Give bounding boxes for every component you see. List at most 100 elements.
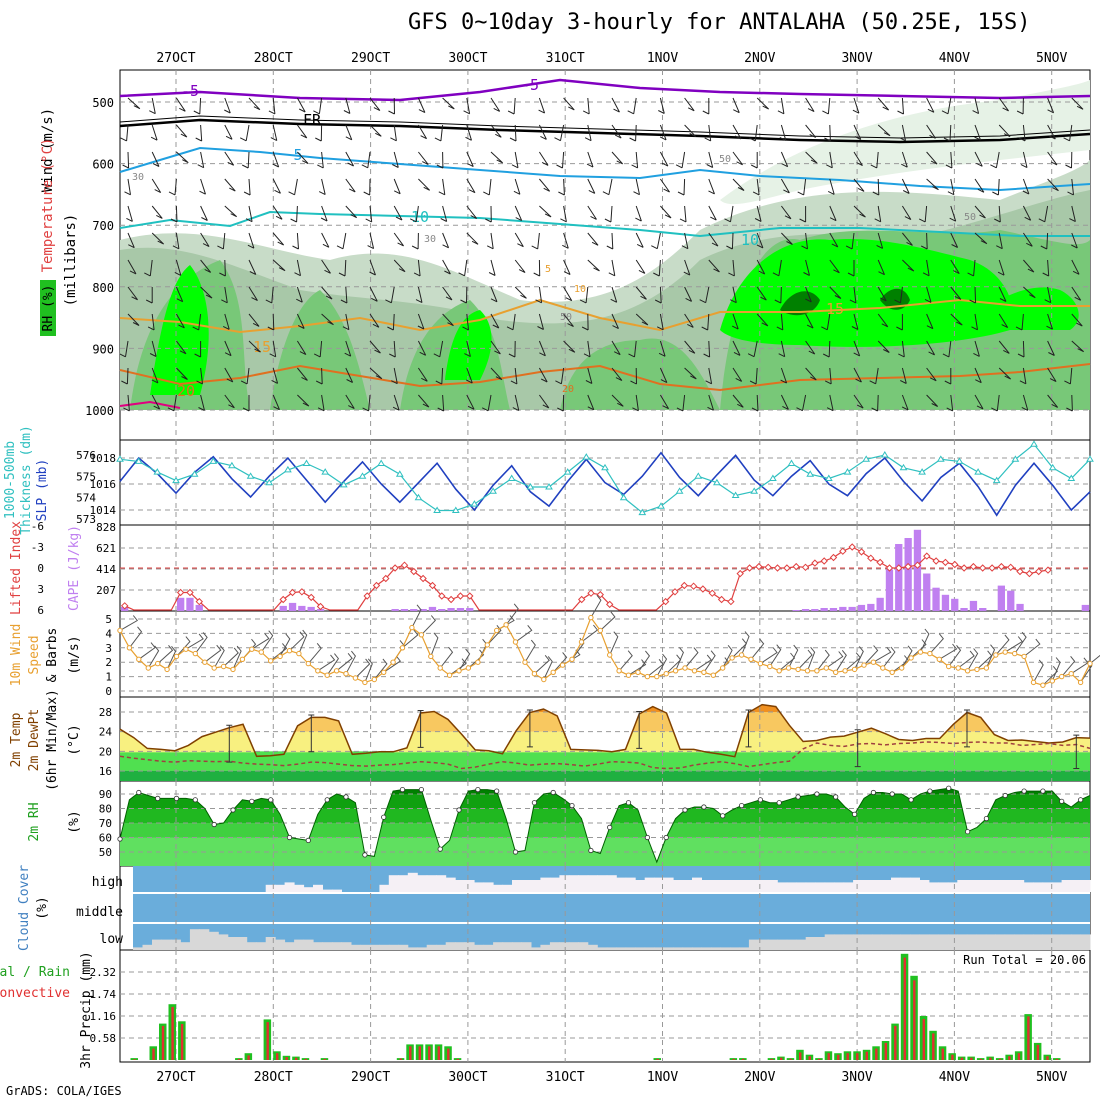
li-axis-label: Lifted Index bbox=[9, 521, 24, 615]
wind-barb bbox=[659, 124, 667, 141]
rh-point bbox=[625, 800, 632, 806]
cloud-low-bar bbox=[568, 942, 579, 950]
wind-barb bbox=[460, 286, 468, 304]
cloud-high-bar bbox=[1080, 880, 1091, 892]
wind-barb bbox=[490, 151, 504, 164]
wind-barb bbox=[608, 259, 616, 277]
li-tick-label: 0 bbox=[37, 562, 44, 575]
li-point bbox=[913, 561, 922, 569]
wind-speed-point bbox=[362, 679, 368, 686]
wind-barb bbox=[192, 313, 202, 331]
wind-barb bbox=[272, 205, 283, 220]
cape-bar bbox=[466, 608, 474, 611]
wind-barb bbox=[751, 394, 759, 412]
cloud-high-bar bbox=[843, 882, 854, 892]
wind-barb bbox=[974, 151, 983, 167]
precip-convective-bar bbox=[437, 1046, 440, 1060]
contour-label: 5 bbox=[545, 264, 551, 275]
wind-barb bbox=[756, 232, 764, 249]
thickness-point bbox=[321, 468, 330, 475]
time-label-bottom: 1NOV bbox=[647, 1070, 678, 1085]
wind-speed-point bbox=[842, 668, 848, 674]
precip-convective-bar bbox=[837, 1054, 840, 1060]
wind-barb bbox=[731, 313, 739, 330]
wind-barb bbox=[563, 97, 575, 111]
surface-wind-barb bbox=[901, 645, 913, 669]
cloud-axis-label: Cloud Cover bbox=[17, 865, 32, 951]
wind-speed-point bbox=[541, 676, 547, 683]
wind-barb bbox=[651, 232, 661, 250]
thickness-point bbox=[116, 455, 124, 462]
cloud-high-bar bbox=[673, 880, 684, 892]
wind-barb bbox=[587, 232, 599, 246]
temp-minmax-whisker bbox=[964, 709, 970, 748]
cape-bar bbox=[913, 529, 922, 611]
cloud-high-bar bbox=[777, 882, 788, 892]
wind-barb bbox=[507, 97, 516, 115]
time-label-bottom: 27OCT bbox=[156, 1070, 195, 1085]
wind-tick-label: 5 bbox=[105, 613, 112, 626]
wind-barb bbox=[822, 340, 831, 358]
wind-barb bbox=[584, 124, 592, 142]
wind-barb bbox=[901, 178, 910, 194]
precip-convective-bar bbox=[171, 1006, 174, 1060]
wind-barb bbox=[296, 340, 307, 356]
wind-barb bbox=[458, 259, 468, 277]
cloud-low-bar bbox=[313, 942, 323, 950]
thickness-point bbox=[619, 493, 628, 501]
thickness-point bbox=[806, 470, 815, 477]
wind-tick-label: 1 bbox=[105, 671, 112, 684]
li-point bbox=[839, 547, 847, 555]
li-point bbox=[400, 561, 409, 569]
wind-barb bbox=[393, 178, 401, 195]
pressure-tick-label: 800 bbox=[92, 281, 114, 295]
pressure-tick-label: 700 bbox=[92, 219, 114, 233]
contour-plus10 bbox=[119, 210, 1090, 238]
cloud-low-bar bbox=[625, 947, 636, 950]
cloud-high-bar bbox=[578, 875, 589, 892]
cloud-low-bar bbox=[417, 947, 428, 950]
wind-barb bbox=[490, 367, 503, 381]
precip-convective-bar bbox=[989, 1057, 992, 1060]
cloud-low-bar bbox=[824, 934, 835, 950]
surface-wind-barb bbox=[788, 644, 799, 669]
wind-speed-point bbox=[475, 659, 481, 665]
wind-barb bbox=[684, 286, 693, 302]
cape-tick-label: 828 bbox=[96, 521, 116, 534]
time-label-bottom: 30OCT bbox=[448, 1070, 487, 1085]
thickness-point bbox=[228, 461, 236, 469]
wind-barb bbox=[699, 286, 710, 304]
wind-barb bbox=[658, 340, 666, 357]
wind-barb bbox=[754, 205, 762, 222]
wind-barb bbox=[602, 178, 613, 196]
wind-barb bbox=[241, 151, 250, 169]
cloud-high-bar bbox=[938, 882, 949, 892]
wind-speed-point bbox=[126, 645, 133, 651]
wind-barb bbox=[389, 340, 396, 358]
li-point bbox=[755, 562, 763, 571]
cloud-low-bar bbox=[142, 944, 153, 950]
rh-point bbox=[757, 797, 764, 803]
li-point bbox=[410, 567, 418, 576]
wind-barb bbox=[732, 178, 745, 191]
li-point bbox=[876, 558, 884, 567]
cloud-low-bar bbox=[303, 939, 314, 950]
wind-barb bbox=[271, 367, 279, 384]
wind-speed-point bbox=[371, 676, 377, 683]
wind-barb bbox=[897, 97, 904, 115]
cloud-high-bar bbox=[891, 877, 901, 892]
wind-barb bbox=[950, 232, 959, 248]
li-point bbox=[288, 588, 297, 597]
wind-speed-point bbox=[851, 666, 858, 673]
rh-point bbox=[569, 802, 575, 809]
surface-wind-barb bbox=[458, 648, 471, 672]
cape-bar bbox=[904, 538, 912, 611]
surface-wind-barb bbox=[289, 631, 305, 652]
wind-barb bbox=[586, 151, 594, 168]
cloud-high-bar bbox=[644, 877, 655, 892]
wind-barb bbox=[272, 232, 285, 246]
wind-barb bbox=[388, 97, 395, 115]
wind-speed-point bbox=[522, 659, 528, 665]
wind-barb bbox=[127, 286, 138, 301]
li-point bbox=[988, 564, 996, 572]
